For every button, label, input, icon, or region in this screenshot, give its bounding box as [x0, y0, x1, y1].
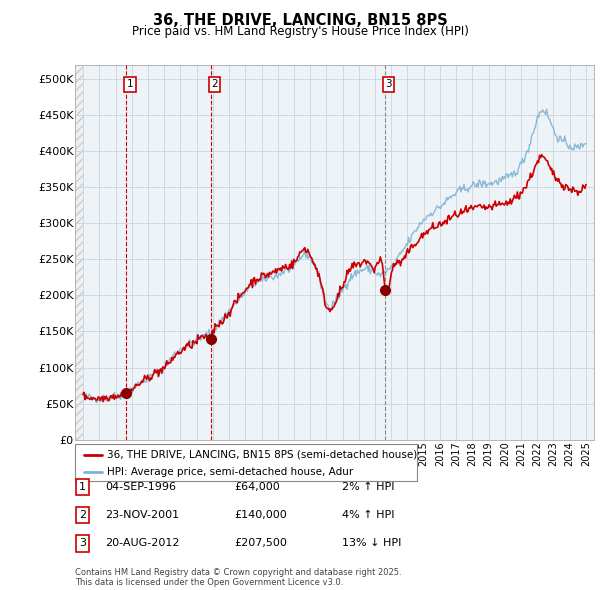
Text: HPI: Average price, semi-detached house, Adur: HPI: Average price, semi-detached house,… — [107, 467, 354, 477]
Text: £207,500: £207,500 — [234, 539, 287, 548]
Text: £64,000: £64,000 — [234, 482, 280, 491]
Text: 3: 3 — [79, 539, 86, 548]
Text: 1: 1 — [127, 79, 133, 89]
Text: 20-AUG-2012: 20-AUG-2012 — [105, 539, 179, 548]
Text: 13% ↓ HPI: 13% ↓ HPI — [342, 539, 401, 548]
Text: 1: 1 — [79, 482, 86, 491]
Text: 23-NOV-2001: 23-NOV-2001 — [105, 510, 179, 520]
Text: 2: 2 — [211, 79, 218, 89]
Text: 2: 2 — [79, 510, 86, 520]
Text: 04-SEP-1996: 04-SEP-1996 — [105, 482, 176, 491]
Text: Price paid vs. HM Land Registry's House Price Index (HPI): Price paid vs. HM Land Registry's House … — [131, 25, 469, 38]
Text: 36, THE DRIVE, LANCING, BN15 8PS: 36, THE DRIVE, LANCING, BN15 8PS — [152, 13, 448, 28]
Text: 2% ↑ HPI: 2% ↑ HPI — [342, 482, 395, 491]
Text: 4% ↑ HPI: 4% ↑ HPI — [342, 510, 395, 520]
Text: £140,000: £140,000 — [234, 510, 287, 520]
Text: 36, THE DRIVE, LANCING, BN15 8PS (semi-detached house): 36, THE DRIVE, LANCING, BN15 8PS (semi-d… — [107, 450, 418, 460]
Text: 3: 3 — [385, 79, 392, 89]
Text: Contains HM Land Registry data © Crown copyright and database right 2025.
This d: Contains HM Land Registry data © Crown c… — [75, 568, 401, 587]
